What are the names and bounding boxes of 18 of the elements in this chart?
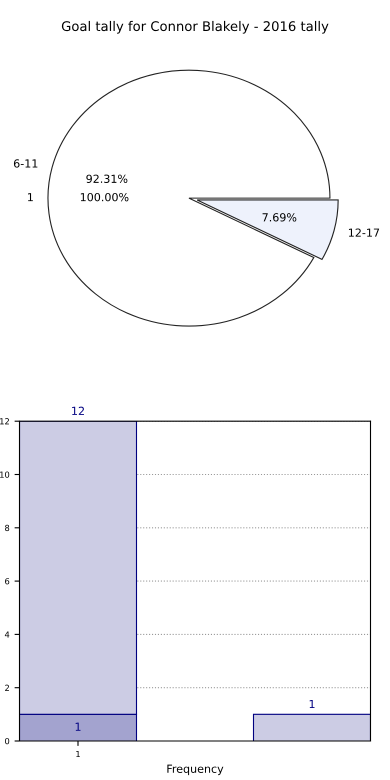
text: 1 bbox=[28, 193, 33, 202]
y-tick-label: 12 bbox=[0, 418, 9, 424]
text: 100.00% bbox=[80, 192, 128, 202]
slice-label: 6-11 bbox=[14, 159, 38, 168]
data-label: 7.69% bbox=[262, 213, 296, 222]
slice-label: 12-17 bbox=[348, 228, 380, 237]
data-label: 1 bbox=[76, 722, 81, 731]
y-tick-label: 4 bbox=[4, 631, 10, 638]
chart-title: Goal tally for Connor Blakely - 2016 tally bbox=[62, 20, 328, 34]
y-tick-label: 0 bbox=[5, 738, 10, 744]
y-tick-label: 6 bbox=[5, 578, 10, 584]
y-tick-label: 10 bbox=[0, 471, 10, 478]
data-label: 92.31% bbox=[86, 174, 128, 183]
y-tick-label: 2 bbox=[5, 684, 9, 691]
total-label: 12 bbox=[72, 406, 84, 415]
x-axis-title: Frequency bbox=[167, 764, 224, 776]
data-label: 1 bbox=[310, 700, 315, 708]
y-tick-label: 8 bbox=[5, 524, 10, 532]
